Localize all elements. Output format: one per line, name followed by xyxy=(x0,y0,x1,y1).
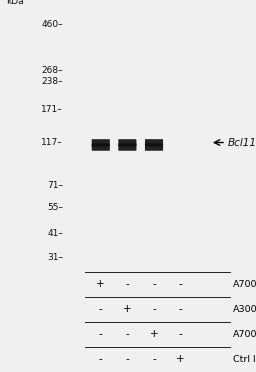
FancyBboxPatch shape xyxy=(92,143,110,151)
Text: +: + xyxy=(176,355,185,365)
Text: -: - xyxy=(125,279,129,289)
Text: -: - xyxy=(152,304,156,314)
Text: 55–: 55– xyxy=(47,203,63,212)
Text: -: - xyxy=(99,304,103,314)
Text: 71–: 71– xyxy=(47,181,63,190)
Text: +: + xyxy=(97,279,105,289)
Text: kDa: kDa xyxy=(6,0,24,6)
Text: -: - xyxy=(99,329,103,339)
Text: +: + xyxy=(150,329,158,339)
Text: +: + xyxy=(123,304,132,314)
Text: 171–: 171– xyxy=(41,105,63,114)
Text: Bcl11a: Bcl11a xyxy=(227,138,256,148)
Text: -: - xyxy=(179,279,183,289)
Text: 268–: 268– xyxy=(41,66,63,75)
FancyBboxPatch shape xyxy=(118,143,136,151)
Text: -: - xyxy=(125,355,129,365)
Text: Ctrl IgG: Ctrl IgG xyxy=(232,355,256,364)
Text: 117–: 117– xyxy=(41,138,63,147)
Text: A300-382: A300-382 xyxy=(232,305,256,314)
Text: 41–: 41– xyxy=(47,229,63,238)
Text: -: - xyxy=(179,304,183,314)
Text: -: - xyxy=(179,329,183,339)
Text: -: - xyxy=(125,329,129,339)
Text: -: - xyxy=(152,355,156,365)
FancyBboxPatch shape xyxy=(145,143,163,151)
FancyBboxPatch shape xyxy=(92,139,110,147)
Text: -: - xyxy=(152,279,156,289)
Text: -: - xyxy=(99,355,103,365)
Text: 238–: 238– xyxy=(41,77,63,86)
Text: A700-151: A700-151 xyxy=(232,330,256,339)
Text: 31–: 31– xyxy=(47,253,63,262)
FancyBboxPatch shape xyxy=(118,139,136,147)
Text: A700-073: A700-073 xyxy=(232,280,256,289)
FancyBboxPatch shape xyxy=(145,139,163,147)
Text: 460–: 460– xyxy=(41,20,63,29)
